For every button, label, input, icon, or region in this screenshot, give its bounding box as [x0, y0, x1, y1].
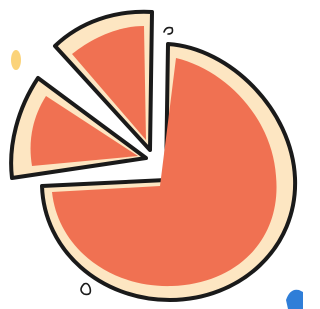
large-slice — [42, 44, 295, 300]
decor-blob — [286, 290, 303, 309]
doodle — [81, 284, 90, 295]
doodle — [164, 28, 173, 35]
page: {} — [0, 0, 303, 309]
decor-blob — [11, 50, 21, 70]
pizza-pie-illustration — [0, 0, 303, 309]
